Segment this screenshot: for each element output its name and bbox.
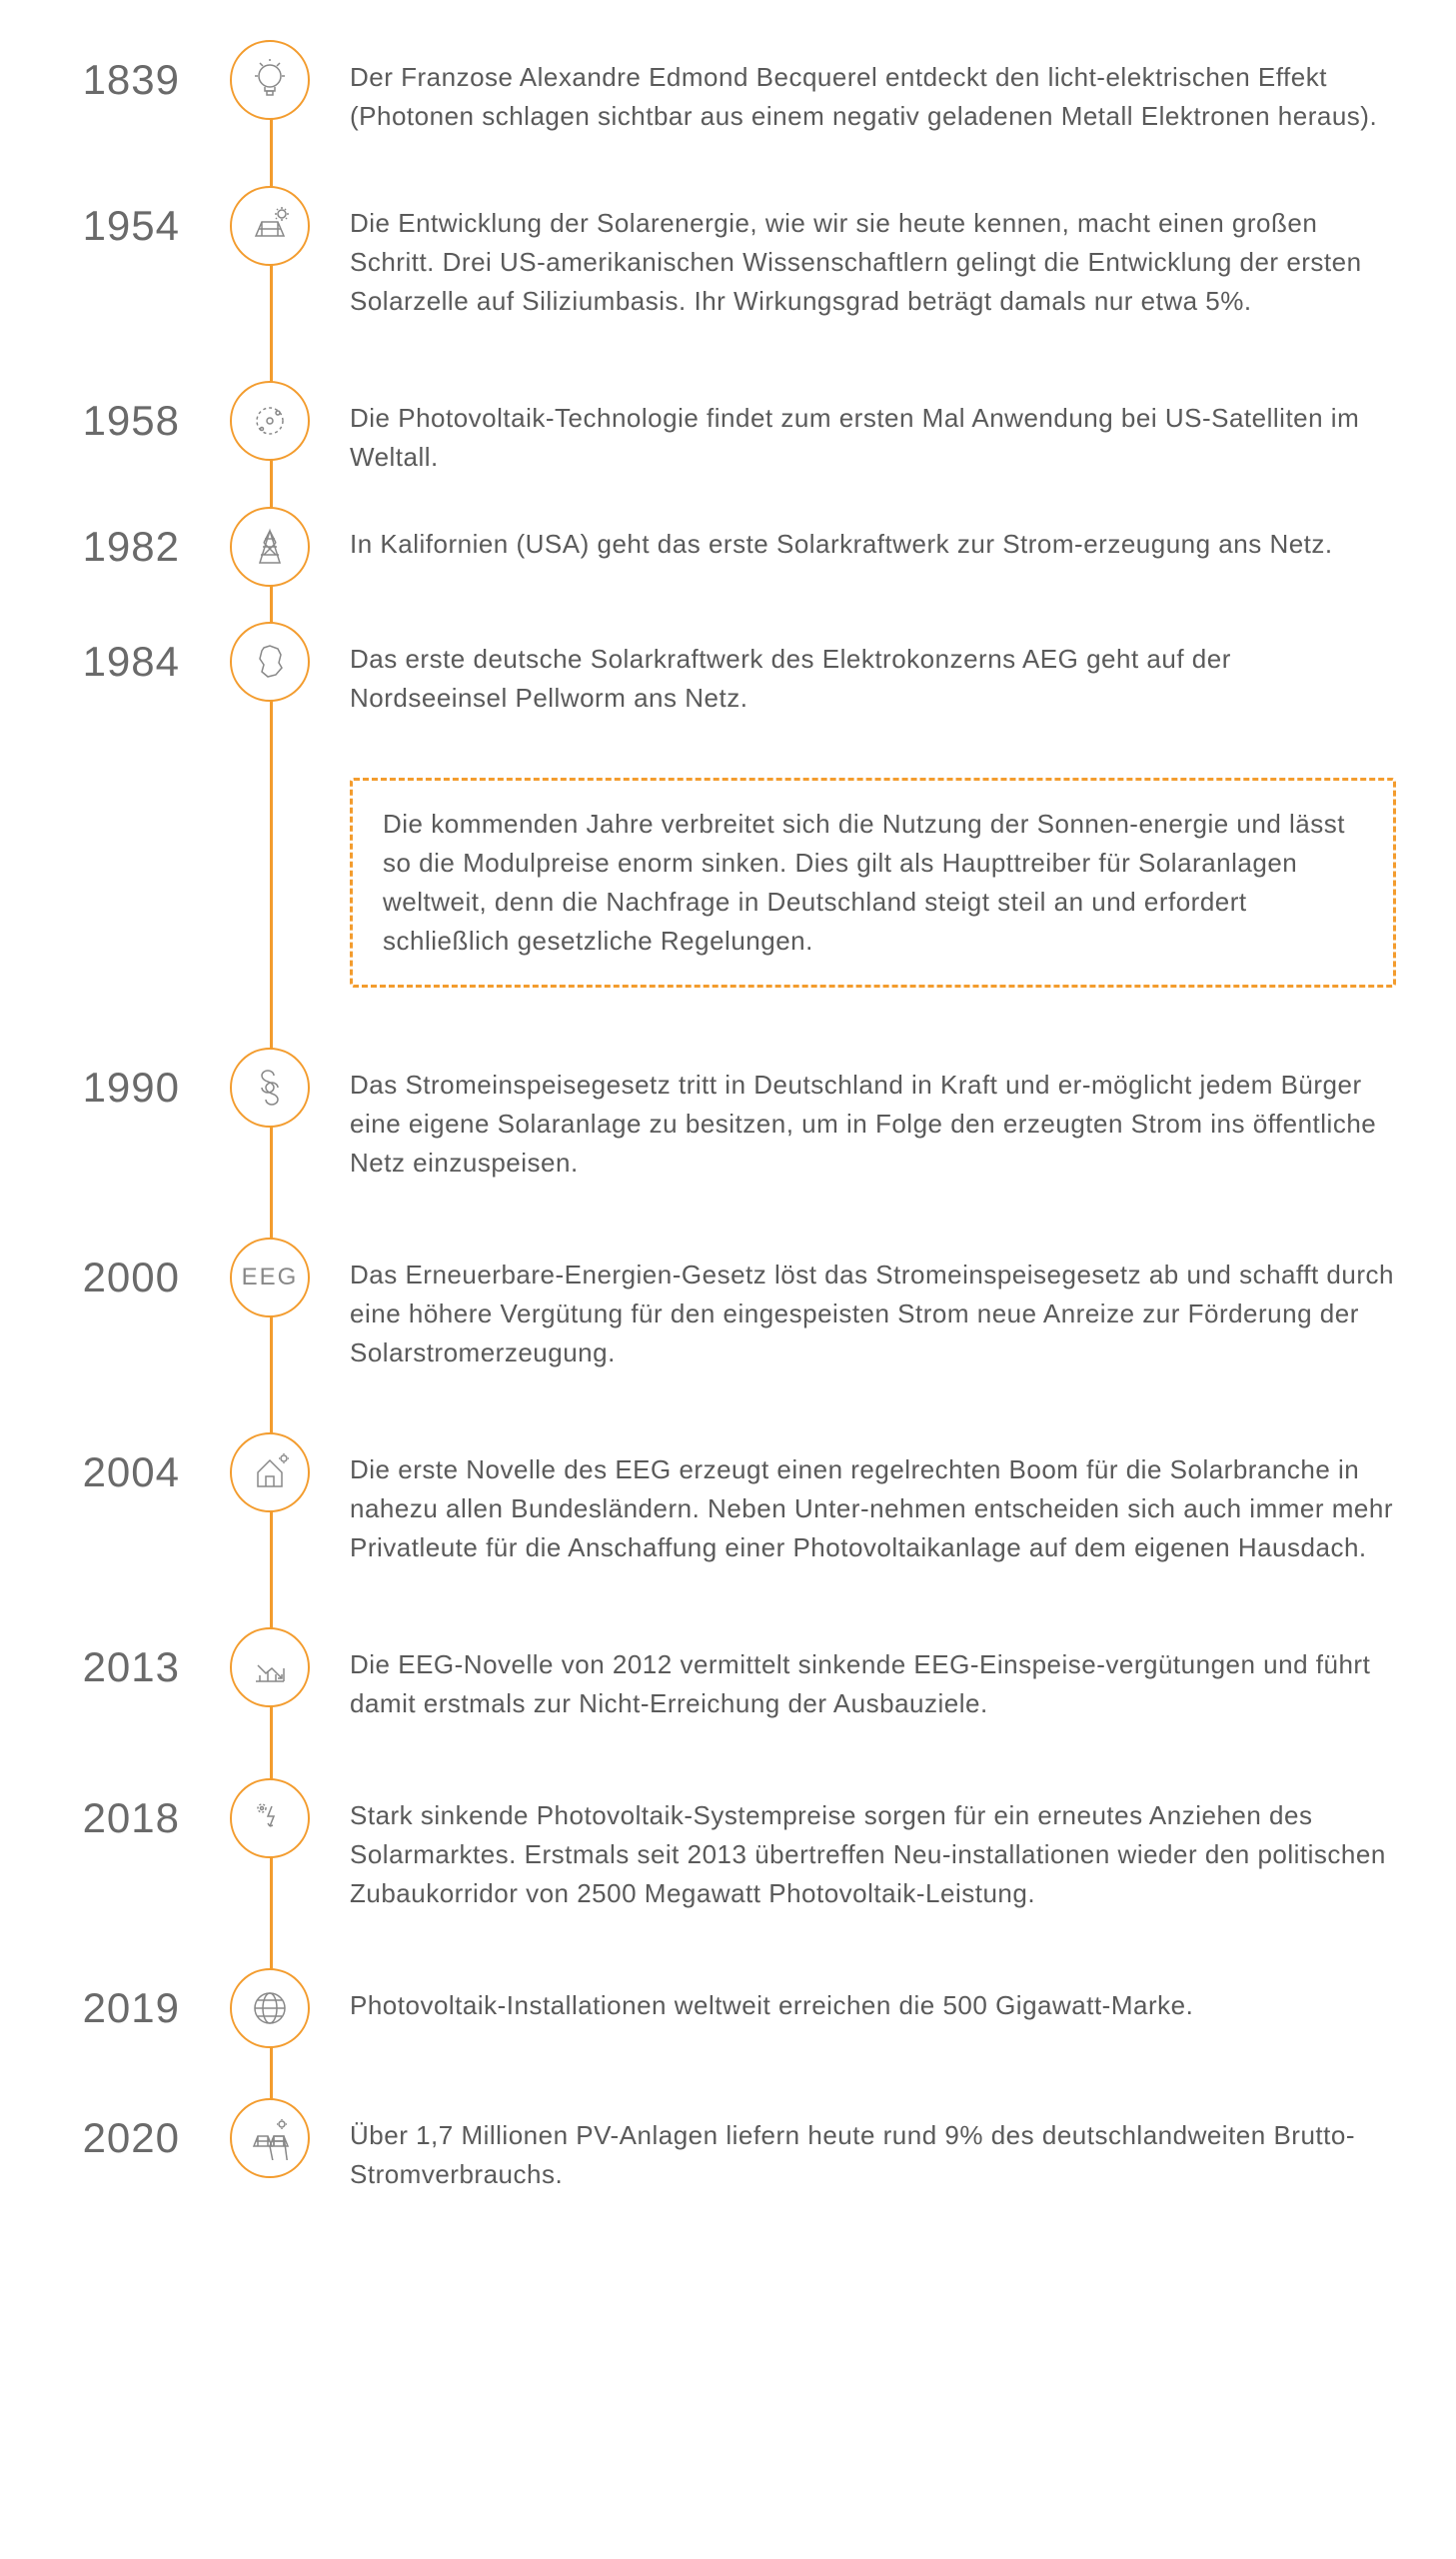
icon-wrap — [200, 1048, 340, 1128]
timeline-entry-1839: 1839 Der Franzose Alexandre Edmond Becque… — [40, 40, 1396, 136]
icon-circle — [230, 1048, 310, 1128]
icon-wrap — [200, 1968, 340, 2048]
panels-icon — [248, 2116, 292, 2160]
year-label: 1982 — [40, 507, 200, 587]
callout-spacer — [40, 778, 340, 988]
timeline-entry-2019: 2019 Photovoltaik-Installationen weltweit… — [40, 1968, 1396, 2048]
germany-icon — [248, 640, 292, 684]
energy-icon — [248, 1796, 292, 1840]
year-label: 1954 — [40, 186, 200, 266]
chart-down-icon — [248, 1645, 292, 1689]
icon-circle — [230, 622, 310, 702]
satellite-icon — [248, 399, 292, 443]
year-label: 2013 — [40, 1627, 200, 1707]
entry-description: Das Stromeinspeisegesetz tritt in Deutsc… — [340, 1048, 1396, 1183]
icon-circle: EEG — [230, 1238, 310, 1317]
lightbulb-icon — [248, 58, 292, 102]
callout-box: Die kommenden Jahre verbreitet sich die … — [350, 778, 1396, 988]
entry-description: Stark sinkende Photovoltaik-Systempreise… — [340, 1778, 1396, 1913]
timeline-container: 1839 Der Franzose Alexandre Edmond Becque… — [40, 40, 1396, 2194]
year-label: 2020 — [40, 2098, 200, 2178]
entry-description: In Kalifornien (USA) geht das erste Sola… — [340, 507, 1396, 564]
timeline-entry-1990: 1990 Das Stromeinspeisegesetz tritt in De… — [40, 1048, 1396, 1183]
icon-wrap: EEG — [200, 1238, 340, 1317]
eeg-text-icon: EEG — [242, 1264, 299, 1291]
year-label: 2000 — [40, 1238, 200, 1317]
timeline-entry-1954: 1954 Die Entwicklung der Solarenergie, wi… — [40, 186, 1396, 321]
entry-description: Über 1,7 Millionen PV-Anlagen liefern he… — [340, 2098, 1396, 2194]
timeline-entry-1958: 1958 Die Photovoltaik-Technologie findet … — [40, 381, 1396, 477]
timeline-entry-2004: 2004 Die erste Novelle des EEG erzeugt ei… — [40, 1432, 1396, 1567]
icon-circle — [230, 507, 310, 587]
entry-description: Die erste Novelle des EEG erzeugt einen … — [340, 1432, 1396, 1567]
icon-circle — [230, 1627, 310, 1707]
icon-wrap — [200, 1627, 340, 1707]
year-label: 2004 — [40, 1432, 200, 1512]
pylon-icon — [248, 525, 292, 569]
year-label: 2019 — [40, 1968, 200, 2048]
entry-description: Die Photovoltaik-Technologie findet zum … — [340, 381, 1396, 477]
entry-description: Photovoltaik-Installationen weltweit err… — [340, 1968, 1396, 2025]
icon-wrap — [200, 1432, 340, 1512]
year-label: 1839 — [40, 40, 200, 120]
icon-wrap — [200, 381, 340, 461]
icon-wrap — [200, 40, 340, 120]
timeline-entry-2013: 2013 Die EEG-Novelle von 2012 vermittelt … — [40, 1627, 1396, 1723]
timeline-entry-2020: 2020 Über 1,7 Millionen PV-Anlagen liefer… — [40, 2098, 1396, 2194]
house-icon — [248, 1450, 292, 1494]
globe-icon — [248, 1986, 292, 2030]
paragraph-icon — [248, 1066, 292, 1110]
icon-circle — [230, 381, 310, 461]
timeline-callout: Die kommenden Jahre verbreitet sich die … — [40, 778, 1396, 988]
icon-wrap — [200, 186, 340, 266]
year-label: 1958 — [40, 381, 200, 461]
icon-circle — [230, 1968, 310, 2048]
year-label: 2018 — [40, 1778, 200, 1858]
year-label: 1984 — [40, 622, 200, 702]
timeline-entry-1984: 1984 Das erste deutsche Solarkraftwerk de… — [40, 622, 1396, 718]
entry-description: Der Franzose Alexandre Edmond Becquerel … — [340, 40, 1396, 136]
timeline-entry-2000: 2000 EEG Das Erneuerbare-Energien-Gesetz l… — [40, 1238, 1396, 1372]
year-label: 1990 — [40, 1048, 200, 1128]
entry-description: Das Erneuerbare-Energien-Gesetz löst das… — [340, 1238, 1396, 1372]
icon-wrap — [200, 622, 340, 702]
icon-circle — [230, 2098, 310, 2178]
solar-panel-icon — [248, 204, 292, 248]
icon-wrap — [200, 1778, 340, 1858]
entry-description: Die Entwicklung der Solarenergie, wie wi… — [340, 186, 1396, 321]
icon-circle — [230, 186, 310, 266]
icon-circle — [230, 1432, 310, 1512]
timeline-entry-2018: 2018 Stark sinkende Photovoltaik-Systempr… — [40, 1778, 1396, 1913]
entry-description: Das erste deutsche Solarkraftwerk des El… — [340, 622, 1396, 718]
icon-circle — [230, 1778, 310, 1858]
icon-circle — [230, 40, 310, 120]
icon-wrap — [200, 2098, 340, 2178]
timeline-entry-1982: 1982 In Kalifornien (USA) geht das erste … — [40, 507, 1396, 587]
entry-description: Die EEG-Novelle von 2012 vermittelt sink… — [340, 1627, 1396, 1723]
icon-wrap — [200, 507, 340, 587]
